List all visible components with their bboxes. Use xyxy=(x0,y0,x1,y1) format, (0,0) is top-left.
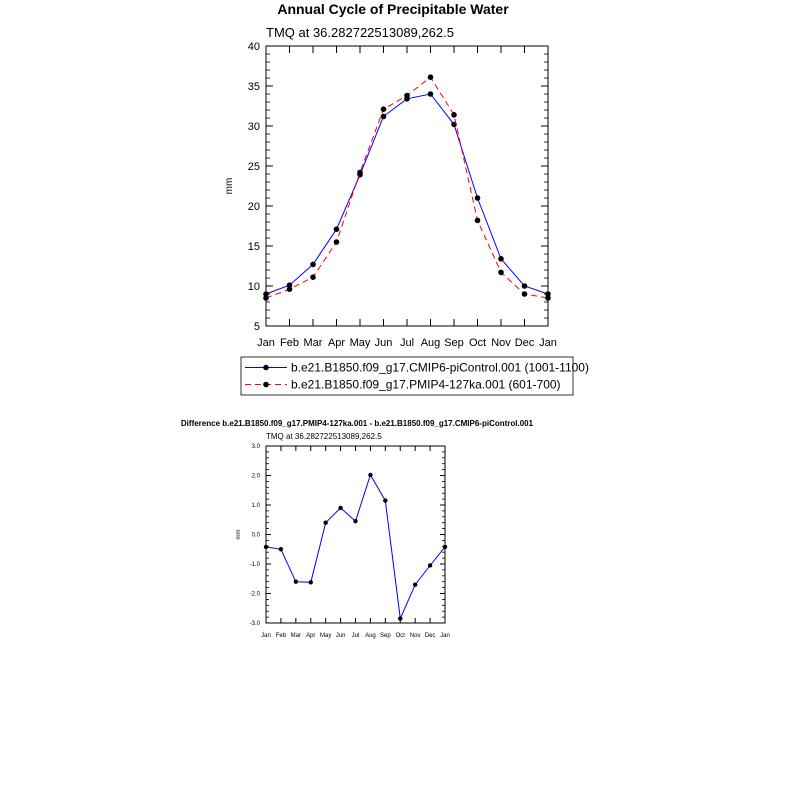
y-tick-label: 40 xyxy=(248,41,260,53)
x-tick-label: Apr xyxy=(328,337,345,349)
data-point xyxy=(398,616,403,621)
data-point xyxy=(474,195,481,201)
data-point xyxy=(286,282,293,289)
plot-frame xyxy=(265,445,446,624)
y-tick-label: -3.0 xyxy=(250,621,261,627)
data-point xyxy=(333,239,340,245)
legend-marker xyxy=(263,381,269,388)
x-tick-label: Feb xyxy=(276,633,287,639)
y-tick-label: 35 xyxy=(248,81,260,93)
data-point xyxy=(474,217,481,224)
x-tick-label: Jan xyxy=(539,337,557,349)
x-tick-label: Jan xyxy=(440,633,450,639)
y-axis-label: mm xyxy=(224,178,235,195)
data-point xyxy=(263,291,269,297)
legend-label: b.e21.B1850.f09_g17.PMIP4-127ka.001 (601… xyxy=(291,378,561,392)
x-tick-label: Jan xyxy=(261,633,271,639)
data-point xyxy=(353,519,358,524)
data-point xyxy=(278,547,284,552)
data-point xyxy=(521,291,528,297)
data-point xyxy=(427,563,433,568)
data-point xyxy=(308,580,313,585)
plot-frame xyxy=(265,45,549,327)
data-point xyxy=(333,226,340,232)
chart-title: Difference b.e21.B1850.f09_g17.PMIP4-127… xyxy=(181,419,534,428)
data-point xyxy=(442,544,448,550)
y-tick-label: 3.0 xyxy=(252,444,261,450)
data-point xyxy=(380,106,387,112)
x-tick-label: Apr xyxy=(306,633,315,639)
data-point xyxy=(263,295,269,301)
y-tick-label: 15 xyxy=(248,241,260,253)
chart-2: Difference b.e21.B1850.f09_g17.PMIP4-127… xyxy=(181,419,534,639)
x-tick-label: Jul xyxy=(400,337,414,349)
data-point xyxy=(412,582,418,587)
x-tick-label: Feb xyxy=(280,337,299,349)
data-point xyxy=(263,544,269,550)
legend-label: b.e21.B1850.f09_g17.CMIP6-piControl.001 … xyxy=(291,361,589,375)
y-tick-label: -1.0 xyxy=(250,562,261,568)
x-tick-label: Jun xyxy=(336,633,346,639)
x-tick-label: May xyxy=(350,337,371,349)
legend-marker xyxy=(263,364,269,371)
series-line-1 xyxy=(265,473,446,621)
x-tick-label: Aug xyxy=(421,337,441,349)
x-tick-label: Dec xyxy=(425,633,436,639)
data-point xyxy=(383,498,388,503)
y-tick-label: 2.0 xyxy=(252,474,261,480)
data-point xyxy=(427,74,434,80)
x-tick-label: Mar xyxy=(291,633,301,639)
x-tick-label: Sep xyxy=(380,633,391,639)
y-tick-label: 20 xyxy=(248,201,260,213)
x-tick-label: Aug xyxy=(365,633,376,639)
data-point xyxy=(310,274,316,281)
y-tick-label: 5 xyxy=(254,321,260,333)
x-tick-label: Sep xyxy=(444,337,464,349)
y-tick-label: -2.0 xyxy=(250,592,261,598)
data-point xyxy=(404,92,410,99)
data-point xyxy=(545,291,551,297)
data-point xyxy=(357,169,363,176)
legend-box xyxy=(240,356,574,396)
x-tick-label: Dec xyxy=(515,337,535,349)
data-point xyxy=(368,472,373,478)
y-tick-label: 30 xyxy=(248,121,260,133)
data-point xyxy=(310,261,316,268)
chart-1: Annual Cycle of Precipitable Water TMQ at… xyxy=(224,1,589,396)
y-tick-label: 10 xyxy=(248,281,260,293)
x-tick-label: Nov xyxy=(491,337,511,349)
data-point xyxy=(338,505,343,511)
data-point xyxy=(498,269,504,276)
x-tick-label: Jun xyxy=(375,337,393,349)
series-line-1 xyxy=(265,93,549,295)
y-tick-label: 25 xyxy=(248,161,260,173)
chart-title: Annual Cycle of Precipitable Water xyxy=(277,1,509,17)
data-point xyxy=(323,520,328,525)
data-point xyxy=(498,255,504,262)
chart-subtitle: TMQ at 36.282722513089,262.5 xyxy=(266,432,382,441)
data-point xyxy=(427,91,434,97)
y-tick-label: 0.0 xyxy=(252,533,261,539)
data-point xyxy=(293,579,299,584)
data-point xyxy=(286,286,293,293)
x-tick-label: May xyxy=(320,633,331,639)
x-tick-label: Jan xyxy=(257,337,275,349)
x-tick-label: Nov xyxy=(410,633,421,639)
data-point xyxy=(380,113,387,120)
data-point xyxy=(451,112,457,118)
x-tick-label: Mar xyxy=(304,337,323,349)
chart-subtitle: TMQ at 36.282722513089,262.5 xyxy=(266,25,454,40)
x-tick-label: Oct xyxy=(396,633,406,639)
x-tick-label: Jul xyxy=(352,633,360,639)
x-tick-label: Oct xyxy=(469,337,486,349)
y-tick-label: 1.0 xyxy=(252,503,261,509)
y-axis-label: mm xyxy=(236,530,242,540)
data-point xyxy=(521,283,528,289)
data-point xyxy=(545,295,551,301)
